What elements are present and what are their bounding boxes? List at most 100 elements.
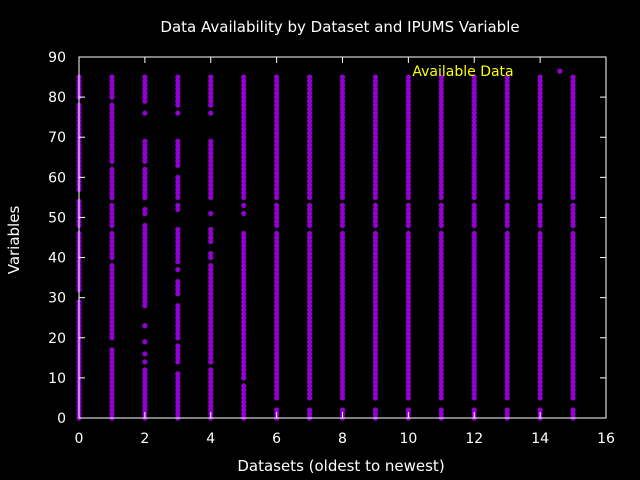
data-point (372, 102, 379, 108)
data-point (471, 395, 477, 401)
data-point (504, 355, 510, 361)
data-point (339, 347, 346, 353)
data-point (471, 122, 477, 128)
data-point (208, 303, 214, 309)
data-point (241, 110, 247, 116)
data-point (339, 114, 346, 120)
data-point (537, 78, 543, 84)
data-point (241, 367, 247, 373)
data-point (306, 106, 313, 112)
data-point (504, 258, 510, 265)
x-tick-label: 0 (75, 431, 84, 447)
data-point (274, 138, 280, 144)
data-point (471, 162, 477, 168)
data-point (274, 122, 280, 128)
data-point (570, 194, 576, 200)
data-point (570, 222, 576, 229)
data-point (537, 206, 543, 213)
data-point (438, 339, 444, 345)
data-point (175, 234, 181, 241)
data-point (175, 182, 181, 188)
data-point (142, 375, 148, 381)
data-point (471, 246, 477, 253)
data-point (537, 339, 543, 345)
data-point (175, 303, 181, 309)
data-point (241, 74, 247, 80)
data-point (372, 395, 379, 401)
data-point (570, 283, 576, 289)
data-point (504, 154, 510, 160)
data-point (537, 122, 543, 128)
data-point (372, 387, 379, 393)
data-point (438, 303, 444, 309)
data-point (570, 347, 576, 353)
data-point (109, 138, 115, 144)
data-point (109, 94, 115, 100)
data-point (339, 134, 346, 140)
data-point (537, 130, 543, 136)
data-points (76, 68, 576, 421)
data-point (274, 246, 280, 253)
data-point (274, 78, 280, 84)
data-point (175, 399, 181, 405)
data-point (339, 230, 346, 237)
data-point (471, 110, 477, 116)
data-point (504, 118, 510, 124)
data-point (537, 347, 543, 353)
data-point (306, 335, 313, 341)
data-point (208, 166, 214, 172)
data-point (438, 407, 444, 413)
data-point (306, 375, 313, 381)
data-point (274, 82, 280, 88)
data-point (306, 407, 313, 413)
data-point (339, 283, 346, 289)
data-point (405, 383, 411, 389)
data-point (175, 250, 181, 257)
data-point (175, 186, 181, 192)
data-point (372, 254, 379, 261)
data-point (306, 102, 313, 108)
data-point (241, 90, 247, 96)
data-point (306, 391, 313, 397)
data-point (438, 106, 444, 112)
data-point (142, 230, 148, 237)
data-point (372, 291, 379, 297)
data-point (405, 234, 411, 241)
data-point (405, 254, 411, 261)
data-point (339, 343, 346, 349)
data-point (208, 90, 214, 96)
data-point (306, 411, 313, 417)
data-point (109, 299, 115, 305)
data-point (405, 162, 411, 168)
data-point (175, 391, 181, 397)
data-point (306, 194, 313, 200)
data-point (372, 295, 379, 301)
data-point (405, 222, 411, 229)
data-point (557, 68, 563, 74)
data-point (372, 359, 379, 365)
data-point (504, 391, 510, 397)
data-point (109, 335, 115, 341)
data-point (570, 114, 576, 120)
data-point (241, 407, 247, 413)
data-point (274, 291, 280, 297)
data-point (241, 262, 247, 269)
data-point (208, 279, 214, 285)
data-point (438, 295, 444, 301)
data-point (570, 238, 576, 245)
data-point (438, 391, 444, 397)
data-point (142, 234, 148, 241)
data-point (241, 162, 247, 168)
data-point (241, 319, 247, 325)
data-point (175, 174, 181, 180)
data-point (537, 295, 543, 301)
data-point (405, 311, 411, 317)
data-point (570, 351, 576, 357)
data-point (504, 347, 510, 353)
data-point (306, 234, 313, 241)
data-point (208, 299, 214, 305)
data-point (372, 178, 379, 184)
data-point (241, 359, 247, 365)
data-point (142, 222, 148, 229)
data-point (405, 106, 411, 112)
